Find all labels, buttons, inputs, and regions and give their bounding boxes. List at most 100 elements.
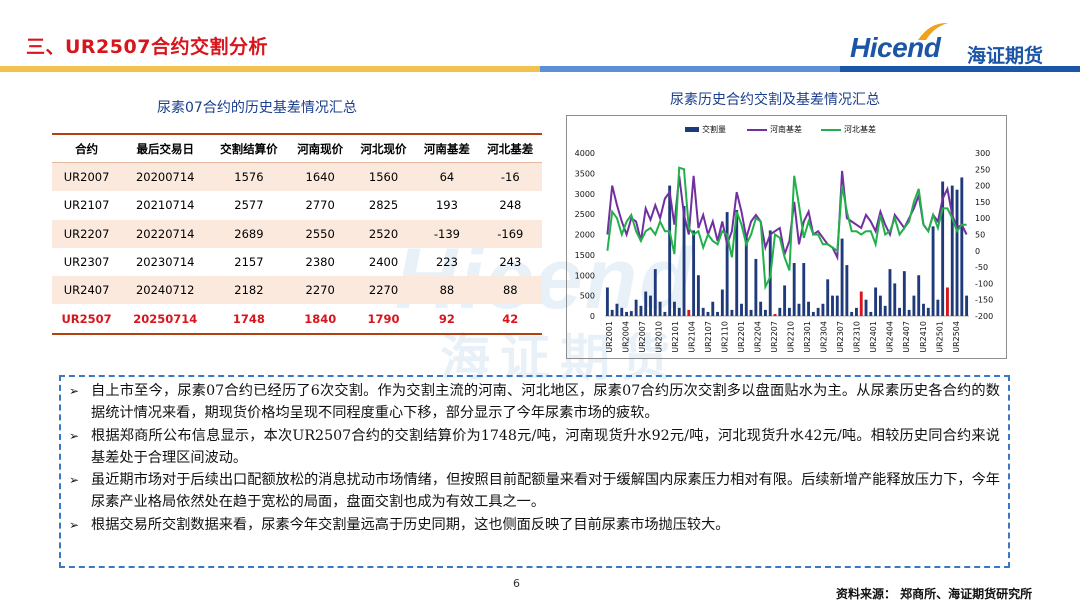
table-cell: 2400 <box>368 255 399 270</box>
volume-bar <box>605 287 609 316</box>
header-band-darkblue <box>840 66 1080 72</box>
volume-bar <box>725 212 729 316</box>
volume-bar <box>878 295 882 316</box>
y-right-tick-label: -200 <box>975 312 993 321</box>
x-tick-label: UR2307 <box>836 321 845 353</box>
volume-bar <box>754 258 758 316</box>
table-cell: -169 <box>478 219 542 248</box>
slide-title: 三、UR2507合约交割分析 <box>26 36 268 58</box>
table-cell: UR2407 <box>52 276 122 305</box>
y-left-tick-label: 4000 <box>575 149 595 158</box>
table-row: UR2307 20230714 2157 2380 2400 223 243 <box>52 248 542 276</box>
volume-bar <box>845 265 849 316</box>
volume-bar <box>907 309 911 316</box>
table-row-highlight: UR2507 20250714 1748 1840 1790 92 42 <box>52 304 542 335</box>
volume-bar <box>663 311 667 316</box>
table-cell: 2770 <box>305 198 335 213</box>
x-tick-label: UR2001 <box>605 321 614 353</box>
table-cell: 2825 <box>368 198 399 213</box>
table-row: UR2007 20200714 1576 1640 1560 64 -16 <box>52 162 542 192</box>
y-right-tick-label: 200 <box>975 182 990 191</box>
x-tick-label: UR2101 <box>671 321 680 353</box>
x-tick-label: UR2107 <box>704 321 713 353</box>
x-tick-label: UR2110 <box>721 321 730 353</box>
table-cell: 1790 <box>351 304 416 335</box>
volume-bar <box>840 238 844 316</box>
table-cell: 2520 <box>351 219 416 248</box>
volume-bar <box>696 275 700 316</box>
y-left-tick-label: 0 <box>590 312 595 321</box>
table-cell: 2577 <box>234 198 264 213</box>
table-row: UR2207 20220714 2689 2550 2520 -139 -169 <box>52 219 542 248</box>
company-logo: Hicend 海证期货 <box>850 22 1055 68</box>
volume-bar <box>888 269 892 316</box>
volume-bar <box>682 205 686 316</box>
x-tick-label: UR2504 <box>952 321 961 353</box>
volume-bar <box>629 311 633 316</box>
table-cell: 248 <box>499 198 522 213</box>
volume-bar <box>811 311 815 316</box>
volume-bar <box>850 311 854 316</box>
volume-bar <box>720 289 724 316</box>
legend-volume-label: 交割量 <box>702 124 726 134</box>
delivery-basis-chart: 0 500 1000 1500 2000 2500 3000 3500 4000 -200 -150… <box>566 115 1007 359</box>
volume-bar <box>649 295 652 316</box>
volume-bar <box>816 307 820 316</box>
logo-wordmark: Hicend <box>850 32 941 63</box>
table-cell: UR2007 <box>52 162 122 192</box>
table-cell: 1640 <box>288 162 352 192</box>
y-left-tick-label: 1000 <box>575 271 595 280</box>
chart-title: 尿素历史合约交割及基差情况汇总 <box>670 92 880 108</box>
bullet-arrow-icon: ➢ <box>69 428 80 443</box>
legend-hebei-label: 河北基差 <box>844 124 876 134</box>
table-cell: 20250714 <box>121 304 210 335</box>
table-cell: 1560 <box>351 162 416 192</box>
table-cell: 2689 <box>209 219 289 248</box>
table-cell: 20220714 <box>121 219 210 248</box>
volume-bar <box>759 301 763 316</box>
table-row: UR2107 20210714 2577 2770 2825 193 248 <box>52 191 542 219</box>
x-tick-label: UR2201 <box>737 321 746 353</box>
volume-bar <box>931 226 935 316</box>
volume-bar <box>620 307 624 316</box>
volume-bar <box>926 307 930 316</box>
table-cell: UR2207 <box>52 219 122 248</box>
table-cell: 20210714 <box>135 198 195 213</box>
table-cell: 92 <box>415 304 479 335</box>
table-cell: 223 <box>435 255 458 270</box>
volume-bar <box>615 303 619 316</box>
table-cell: 2270 <box>351 276 416 305</box>
volume-bar <box>625 311 628 316</box>
volume-bar <box>802 263 806 316</box>
x-tick-label: UR2210 <box>787 321 796 353</box>
table-cell: 64 <box>415 162 479 192</box>
header-band-lightblue <box>540 66 840 72</box>
volume-bar <box>898 307 901 316</box>
bullet-arrow-icon: ➢ <box>69 517 80 532</box>
volume-bar <box>634 299 638 316</box>
table-cell: 243 <box>499 255 522 270</box>
volume-bar <box>677 307 681 316</box>
y-right-tick-label: -50 <box>975 263 988 272</box>
table-cell: UR2507 <box>52 304 122 335</box>
volume-bar <box>740 303 743 316</box>
legend-volume-swatch <box>685 127 699 132</box>
volume-bar <box>965 295 969 316</box>
volume-bar <box>831 295 834 316</box>
volume-bar <box>692 230 696 316</box>
bullet-text: 根据郑商所公布信息显示，本次UR2507合约的交割结算价为1748元/吨，河南现… <box>91 427 1000 466</box>
table-cell: 20200714 <box>121 162 210 192</box>
x-tick-label: UR2010 <box>655 321 664 353</box>
column-header: 河北基差 <box>478 133 542 163</box>
table-row: UR2407 20240712 2182 2270 2270 88 88 <box>52 276 542 305</box>
hebei-basis-line <box>606 166 967 291</box>
x-tick-label: UR2004 <box>622 321 631 353</box>
y-left-tick-label: 2000 <box>575 231 595 240</box>
bullet-arrow-icon: ➢ <box>69 473 80 488</box>
x-tick-label: UR2310 <box>853 321 862 353</box>
volume-bar <box>687 309 691 316</box>
volume-bar <box>716 311 719 316</box>
volume-bar <box>701 307 705 316</box>
bullet-text: 根据交易所交割数据来看，尿素今年交割量远高于历史同期，这也侧面反映了目前尿素市场… <box>91 516 730 533</box>
volume-bar <box>859 291 863 316</box>
